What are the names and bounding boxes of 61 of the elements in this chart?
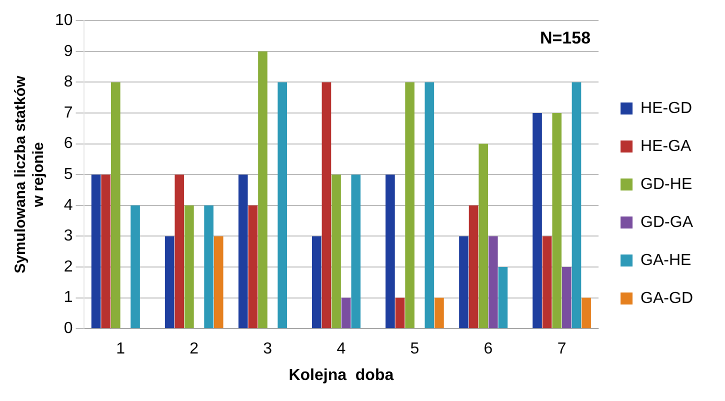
bar [488, 236, 498, 328]
bar [130, 205, 140, 328]
legend-label: HE-GD [640, 100, 692, 117]
bar [101, 174, 111, 328]
y-tick-label: 7 [64, 104, 73, 122]
bar [424, 82, 434, 328]
bar [572, 82, 582, 328]
y-tick-label: 0 [64, 320, 73, 338]
bar [542, 236, 552, 328]
y-tick-label: 4 [64, 196, 73, 214]
bar [312, 236, 322, 328]
y-tick-label: 6 [64, 135, 73, 152]
y-tick-label: 10 [55, 12, 73, 30]
x-tick-label: 2 [190, 340, 199, 358]
bar [434, 298, 444, 328]
bar [322, 82, 332, 328]
bar [164, 236, 174, 328]
bar [278, 82, 288, 328]
legend-label: GD-HE [640, 176, 692, 193]
bar [582, 298, 591, 328]
bar [184, 205, 194, 328]
x-axis-title: Kolejna doba [288, 366, 394, 384]
x-tick-label: 6 [484, 340, 493, 358]
bar [214, 236, 224, 328]
y-tick-label: 1 [64, 289, 73, 306]
x-tick-label: 4 [336, 340, 346, 358]
bar [395, 298, 405, 328]
y-tick-label: 2 [64, 258, 73, 276]
y-tick-label: 3 [64, 228, 73, 245]
bar [532, 113, 542, 328]
x-tick-label: 5 [410, 340, 420, 358]
bar [174, 174, 184, 328]
x-tick-label: 7 [557, 340, 566, 358]
bar [552, 113, 562, 328]
bar [405, 82, 414, 328]
x-tick-label: 1 [116, 340, 126, 358]
bar [332, 174, 341, 328]
y-axis-title: Symulowana liczba statków w rejonie [12, 75, 48, 274]
y-tick-label: 5 [64, 166, 73, 184]
bar [204, 205, 214, 328]
x-tick-label: 3 [263, 340, 272, 358]
bar [248, 205, 258, 328]
legend-label: GD-GA [640, 214, 694, 231]
bar [562, 267, 572, 328]
bar [386, 174, 395, 328]
bar [111, 82, 120, 328]
legend-label: HE-GA [640, 138, 692, 155]
bar [498, 267, 508, 328]
annotation: N=158 [540, 28, 591, 48]
bar [341, 298, 351, 328]
bar [91, 174, 101, 328]
y-tick-label: 8 [64, 74, 73, 91]
bar [459, 236, 468, 328]
bar [351, 174, 361, 328]
bar [238, 174, 248, 328]
bar [468, 205, 478, 328]
bar [478, 144, 488, 328]
bar [258, 51, 268, 328]
legend-label: GA-GD [640, 290, 694, 307]
y-tick-label: 9 [64, 42, 73, 60]
legend-label: GA-HE [640, 252, 692, 269]
